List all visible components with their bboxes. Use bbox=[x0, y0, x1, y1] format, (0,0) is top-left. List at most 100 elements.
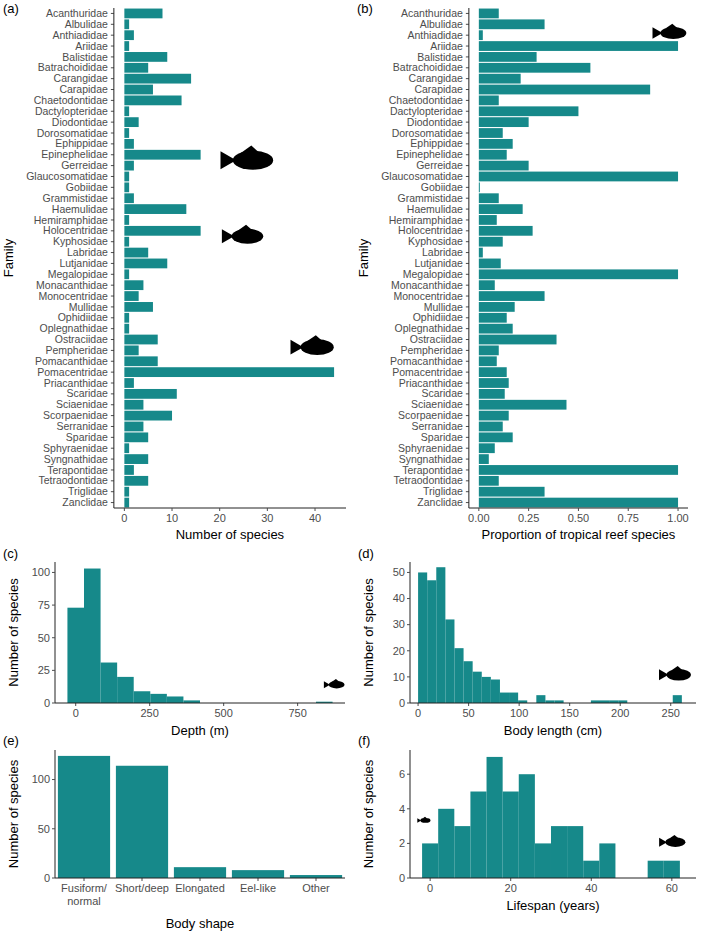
y-tick-label: 50 bbox=[393, 566, 405, 578]
bar bbox=[124, 182, 129, 192]
bar bbox=[124, 335, 157, 345]
bar bbox=[599, 843, 615, 878]
bar bbox=[479, 476, 499, 486]
y-tick bbox=[52, 703, 55, 704]
x-axis bbox=[410, 703, 696, 704]
bar bbox=[487, 757, 503, 878]
x-axis-title: Body shape bbox=[166, 916, 235, 931]
panel-letter: (b) bbox=[357, 1, 373, 16]
y-tick bbox=[407, 676, 410, 677]
x-tick-label: 0.25 bbox=[518, 512, 539, 524]
bar bbox=[479, 30, 483, 40]
panel-letter: (c) bbox=[3, 546, 18, 561]
y-axis-title: Family bbox=[1, 238, 16, 277]
bar bbox=[536, 695, 545, 703]
bar bbox=[124, 139, 134, 149]
y-tick-label: 0 bbox=[44, 872, 50, 884]
y-tick-label: 0 bbox=[399, 697, 405, 709]
x-axis bbox=[55, 878, 345, 879]
bar bbox=[124, 378, 134, 388]
bar bbox=[454, 648, 463, 703]
bar bbox=[479, 117, 529, 127]
x-tick bbox=[578, 508, 579, 511]
fish-fin bbox=[671, 666, 683, 671]
fish-tail bbox=[324, 681, 330, 688]
bar bbox=[519, 774, 535, 878]
bar bbox=[124, 389, 176, 399]
bar bbox=[479, 389, 505, 399]
bar bbox=[509, 693, 518, 703]
x-tick bbox=[172, 508, 173, 511]
bars bbox=[67, 569, 332, 703]
x-tick-label: 1.00 bbox=[667, 512, 688, 524]
fish-icon bbox=[291, 335, 334, 355]
bar bbox=[479, 204, 523, 214]
fish-tail bbox=[222, 229, 234, 243]
y-tick-label: 50 bbox=[38, 823, 50, 835]
y-tick bbox=[52, 670, 55, 671]
fish-tail bbox=[221, 151, 237, 169]
bar bbox=[124, 41, 129, 51]
x-tick-label: 250 bbox=[662, 707, 680, 719]
bar bbox=[479, 498, 678, 508]
fish-fin bbox=[422, 817, 427, 819]
bar bbox=[673, 695, 682, 703]
bars bbox=[58, 756, 342, 878]
bars bbox=[418, 567, 682, 703]
bar bbox=[84, 569, 101, 703]
y-tick bbox=[407, 878, 410, 879]
y-tick bbox=[52, 779, 55, 780]
fish-body bbox=[660, 27, 686, 39]
bar bbox=[479, 422, 503, 432]
bar bbox=[478, 182, 480, 192]
bar bbox=[479, 85, 650, 95]
x-tick-label: 0 bbox=[427, 882, 433, 894]
y-tick bbox=[407, 843, 410, 844]
bar bbox=[479, 313, 507, 323]
fish-body bbox=[233, 151, 273, 170]
panel-letter: (f) bbox=[358, 733, 370, 748]
bar bbox=[124, 269, 129, 279]
bar bbox=[101, 663, 118, 703]
fish-icon bbox=[417, 817, 430, 823]
bar bbox=[124, 280, 143, 290]
label-line: Fusiform/ bbox=[61, 882, 108, 894]
bar bbox=[503, 792, 519, 878]
fish-fin bbox=[665, 24, 678, 29]
bar bbox=[124, 106, 129, 116]
y-tick-label: 25 bbox=[38, 664, 50, 676]
bar bbox=[124, 172, 129, 182]
y-axis bbox=[410, 750, 411, 878]
y-axis bbox=[55, 562, 56, 703]
bar bbox=[479, 150, 507, 160]
bar bbox=[479, 9, 499, 19]
bar bbox=[479, 302, 515, 312]
y-tick-label: 40 bbox=[393, 592, 405, 604]
x-tick bbox=[219, 508, 220, 511]
bar bbox=[124, 226, 200, 236]
bar bbox=[479, 465, 678, 475]
bars bbox=[479, 9, 678, 508]
bar bbox=[664, 861, 680, 878]
fish-body bbox=[420, 818, 430, 823]
y-tick bbox=[407, 572, 410, 573]
bar bbox=[150, 694, 167, 703]
fish-icon bbox=[652, 24, 686, 39]
y-axis-title: Family bbox=[356, 238, 371, 277]
bar bbox=[583, 861, 599, 878]
y-tick-label: Zanclidae bbox=[417, 496, 463, 508]
bar bbox=[124, 193, 134, 203]
y-tick-label: 100 bbox=[32, 773, 50, 785]
x-tick-label: 50 bbox=[462, 707, 474, 719]
x-tick-label: Elongated bbox=[175, 882, 225, 894]
fish-fin bbox=[240, 146, 260, 154]
fish-icon bbox=[221, 146, 274, 170]
x-tick bbox=[528, 508, 529, 511]
x-axis-title: Lifespan (years) bbox=[506, 898, 599, 913]
bar bbox=[124, 346, 138, 356]
y-axis-title: Number of species bbox=[6, 759, 21, 868]
panel: AcanthuridaeAlbulidaeAnthiadidaeAriidaeB… bbox=[1, 1, 346, 542]
bar bbox=[124, 259, 167, 269]
x-tick-label: Other bbox=[302, 882, 330, 894]
bar bbox=[479, 248, 483, 258]
